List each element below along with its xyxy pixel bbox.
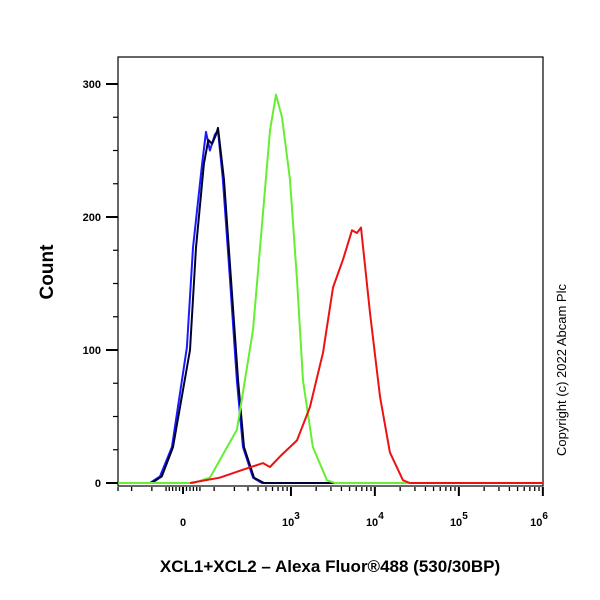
copyright-text: Copyright (c) 2022 Abcam Plc	[554, 284, 569, 456]
histogram-series-1	[151, 126, 543, 484]
x-tick-exponent: 4	[378, 511, 384, 522]
x-tick-label: 106	[530, 511, 548, 529]
x-tick-base: 10	[366, 517, 378, 529]
histogram-series-3	[189, 226, 543, 484]
histogram-series-2	[118, 93, 543, 484]
x-tick-base: 10	[450, 517, 462, 529]
y-tick-label: 300	[83, 79, 101, 91]
x-tick-exponent: 6	[542, 511, 548, 522]
x-tick-exponent: 3	[294, 511, 300, 522]
y-axis-label: Count	[37, 244, 58, 300]
x-tick-label: 105	[450, 511, 468, 529]
y-tick-label: 100	[83, 345, 101, 357]
x-tick-label: 104	[366, 511, 384, 529]
x-tick-label: 0	[180, 517, 186, 529]
y-tick-label: 0	[95, 478, 101, 490]
y-axis: 0 100 200 300	[83, 79, 118, 490]
x-tick-base: 10	[282, 517, 294, 529]
y-tick-label: 200	[83, 212, 101, 224]
series-layer	[118, 93, 543, 484]
histogram-series-0	[149, 129, 543, 484]
x-axis-label: XCL1+XCL2 – Alexa Fluor®488 (530/30BP)	[160, 557, 500, 576]
x-tick-base: 10	[530, 517, 542, 529]
x-tick-base: 0	[180, 517, 186, 529]
plot-frame	[117, 56, 544, 487]
x-tick-label: 103	[282, 511, 300, 529]
x-tick-exponent: 5	[462, 511, 468, 522]
